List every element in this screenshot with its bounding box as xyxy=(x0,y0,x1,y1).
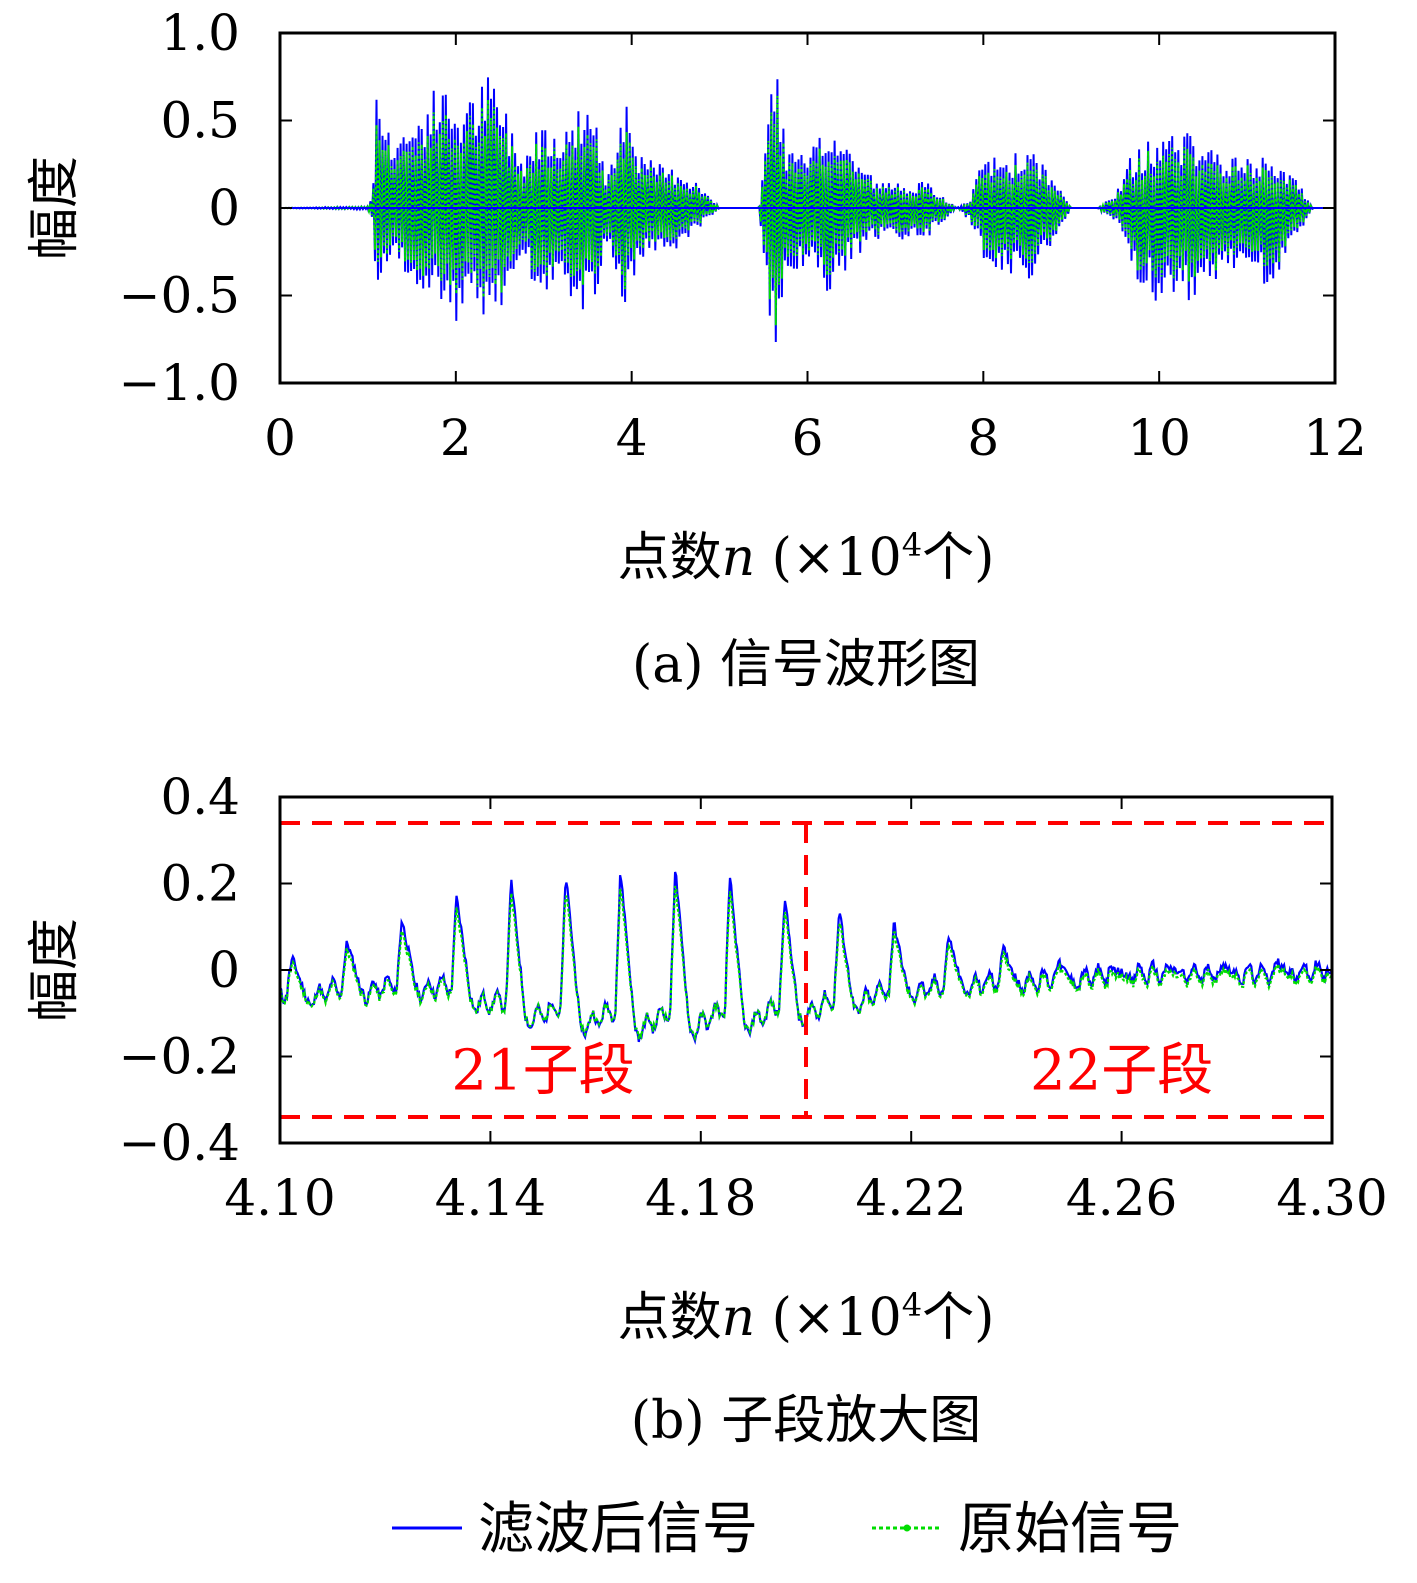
chart-b-ticks: 4.10 4.14 4.18 4.22 4.26 4.30 0.4 0.2 0 −0.2 −0.4 xyxy=(119,768,1388,1227)
y-tick-label: 1.0 xyxy=(160,4,240,62)
chart-b-ylabel: 幅度 xyxy=(25,918,85,1022)
x-tick-label: 4.18 xyxy=(645,1169,756,1227)
y-tick-label: −0.5 xyxy=(119,267,240,325)
y-tick-label: 0.5 xyxy=(160,92,240,150)
chart-a-caption: (a) 信号波形图 xyxy=(632,635,980,695)
x-tick-label: 4.30 xyxy=(1276,1169,1387,1227)
x-tick-label: 4.22 xyxy=(856,1169,967,1227)
y-tick-label: 0 xyxy=(208,179,240,237)
series-original-line xyxy=(279,885,1334,1042)
y-tick-label: −0.4 xyxy=(119,1114,240,1172)
chart-a-plot-area xyxy=(280,77,1335,343)
legend-original-swatch xyxy=(872,1524,942,1532)
chart-b-caption: (b) 子段放大图 xyxy=(631,1391,981,1451)
chart-a-ylabel: 幅度 xyxy=(25,156,85,260)
x-tick-label: 6 xyxy=(792,409,824,467)
legend-original-label: 原始信号 xyxy=(958,1497,1182,1562)
y-tick-label: 0 xyxy=(208,941,240,999)
chart-a-signal-waveform: 0 2 4 6 8 10 121.00.50−0.5−1.0 幅度 点数n (×104个) … xyxy=(25,4,1367,695)
legend-filtered-label: 滤波后信号 xyxy=(478,1497,758,1562)
legend: 滤波后信号 原始信号 xyxy=(392,1497,1182,1562)
segment-label-1: 21子段 xyxy=(451,1038,634,1103)
series-original-line xyxy=(280,95,1335,326)
chart-b-xlabel: 点数n (×104个) xyxy=(618,1286,995,1348)
chart-b-segment-markers: 21子段 22子段 xyxy=(280,820,1332,1120)
x-tick-label: 8 xyxy=(967,409,999,467)
y-tick-label: −0.2 xyxy=(119,1028,240,1086)
y-tick-label: 0.2 xyxy=(160,855,240,913)
segment-label-2: 22子段 xyxy=(1030,1038,1213,1103)
x-tick-label: 4.14 xyxy=(435,1169,546,1227)
x-tick-label: 4 xyxy=(616,409,648,467)
x-tick-label: 2 xyxy=(440,409,472,467)
x-tick-label: 4.10 xyxy=(224,1169,335,1227)
x-tick-label: 0 xyxy=(264,409,296,467)
chart-a-ticks: 0 2 4 6 8 10 12 1.0 0.5 0 −0.5 −1.0 xyxy=(119,4,1367,467)
chart-a-xlabel: 点数n (×104个) xyxy=(618,526,995,588)
y-tick-label: −1.0 xyxy=(119,354,240,412)
x-tick-label: 10 xyxy=(1127,409,1191,467)
y-tick-label: 0.4 xyxy=(160,768,240,826)
x-tick-label: 4.26 xyxy=(1066,1169,1177,1227)
x-tick-label: 12 xyxy=(1303,409,1367,467)
chart-b-segment-zoom: 21子段 22子段 4.10 4.14 4.18 4.22 4.26 4.30 0.4 0.2 0… xyxy=(25,768,1388,1451)
